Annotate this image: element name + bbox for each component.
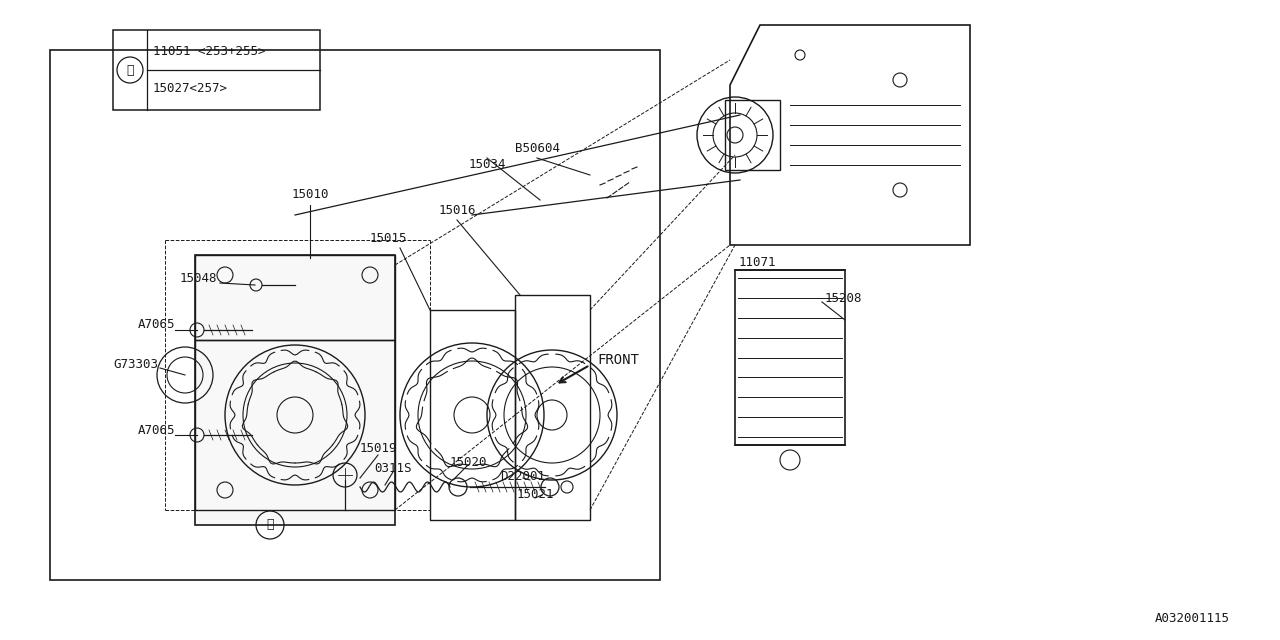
Text: 15027<257>: 15027<257> — [154, 82, 228, 95]
Text: ①: ① — [127, 63, 133, 77]
Text: 0311S: 0311S — [374, 461, 412, 474]
Bar — [50, 50, 660, 580]
Text: 11051 <253+255>: 11051 <253+255> — [154, 45, 265, 58]
Text: 15048: 15048 — [179, 271, 218, 285]
Bar — [515, 295, 590, 520]
Text: 15016: 15016 — [438, 204, 476, 216]
Text: 15019: 15019 — [360, 442, 397, 454]
Text: 15208: 15208 — [826, 291, 863, 305]
Text: 15015: 15015 — [369, 232, 407, 244]
Text: B50604: B50604 — [515, 141, 559, 154]
Text: 15021: 15021 — [516, 488, 554, 502]
Text: 15010: 15010 — [292, 189, 329, 202]
Bar — [430, 310, 515, 520]
Text: 11071: 11071 — [739, 257, 776, 269]
Text: 15020: 15020 — [449, 456, 486, 468]
Bar — [735, 270, 845, 445]
Text: 15034: 15034 — [468, 159, 506, 172]
Text: A7065: A7065 — [137, 319, 175, 332]
Text: ①: ① — [266, 518, 274, 531]
Text: A7065: A7065 — [137, 424, 175, 436]
Text: FRONT: FRONT — [596, 353, 639, 367]
Text: A032001115: A032001115 — [1155, 611, 1230, 625]
Bar — [113, 30, 320, 110]
Bar — [195, 255, 396, 525]
Text: G73303: G73303 — [113, 358, 157, 371]
Text: D22001: D22001 — [500, 470, 545, 483]
Polygon shape — [730, 25, 970, 245]
